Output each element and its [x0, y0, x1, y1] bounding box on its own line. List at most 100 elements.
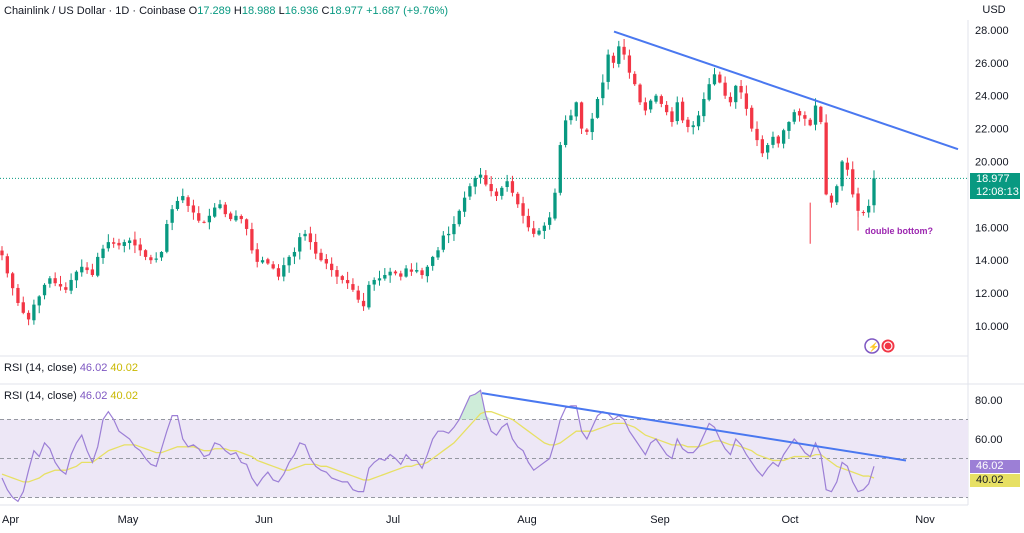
- candle-body: [516, 193, 520, 205]
- candle-body: [521, 203, 525, 216]
- candle-body: [771, 136, 775, 145]
- time-tick-label: Sep: [650, 514, 670, 526]
- candle-body: [649, 100, 653, 110]
- candle-body: [186, 197, 190, 206]
- candle-body: [213, 207, 217, 217]
- candle-body: [766, 145, 770, 153]
- candle-body: [675, 102, 679, 122]
- candle-body: [32, 304, 36, 321]
- candle-body: [420, 270, 424, 276]
- candle-body: [452, 224, 456, 235]
- candle-body: [409, 269, 414, 272]
- candle-body: [558, 145, 562, 193]
- candle-body: [345, 280, 350, 284]
- candle-body: [856, 193, 860, 211]
- candle-body: [415, 270, 419, 272]
- candle-body: [377, 278, 382, 281]
- candle-body: [494, 191, 499, 197]
- candle-body: [739, 86, 743, 93]
- candle-body: [58, 284, 63, 287]
- candle-body: [266, 259, 270, 264]
- double-bottom-annotation[interactable]: double bottom?: [865, 226, 933, 236]
- candle-body: [303, 233, 307, 237]
- candle-body: [191, 205, 196, 213]
- close-value: 18.977: [329, 5, 364, 17]
- time-tick-label: Oct: [781, 514, 798, 526]
- candle-body: [314, 241, 318, 254]
- event-icons[interactable]: ⚡: [864, 338, 896, 354]
- candle-body: [835, 186, 839, 203]
- candle-body: [680, 101, 685, 121]
- candle-body: [734, 85, 738, 103]
- candle-body: [819, 106, 823, 123]
- candle-body: [48, 278, 52, 284]
- candle-body: [170, 209, 174, 223]
- candle-body: [175, 200, 180, 209]
- chart-header: Chainlink / US Dollar · 1D · Coinbase O1…: [4, 5, 448, 17]
- candle-body: [473, 177, 477, 187]
- price-tick-label: 24.000: [975, 91, 1009, 103]
- candle-body: [595, 98, 600, 118]
- rsi-trendline[interactable]: [481, 392, 907, 462]
- candle-body: [627, 55, 632, 73]
- candle-body: [792, 112, 796, 122]
- candle-body: [159, 251, 164, 258]
- candle-body: [181, 196, 185, 201]
- candle-body: [138, 244, 142, 251]
- candle-body: [96, 256, 100, 276]
- currency-label[interactable]: USD: [982, 4, 1006, 16]
- candle-body: [234, 215, 238, 221]
- candle-body: [361, 300, 366, 307]
- lightning-icon[interactable]: [864, 338, 880, 354]
- price-tick-label: 10.000: [975, 321, 1009, 333]
- low-label: L: [278, 5, 285, 17]
- candle-body: [808, 119, 812, 126]
- time-tick-label: Jun: [255, 514, 273, 526]
- last-price-value: 18.977: [976, 173, 1010, 185]
- candle-body: [42, 284, 47, 296]
- rsi-line: [1, 389, 875, 503]
- candle-body: [633, 73, 637, 85]
- close-label: C: [321, 5, 330, 17]
- candle-body: [425, 266, 430, 277]
- candle-body: [250, 229, 254, 251]
- candle-body: [441, 235, 445, 250]
- us-flag-icon[interactable]: [880, 338, 896, 354]
- candle-body: [712, 74, 717, 85]
- candle-body: [143, 250, 148, 257]
- candle-body: [803, 115, 807, 119]
- low-value: 16.936: [284, 5, 319, 17]
- candle-body: [80, 266, 84, 273]
- candle-body: [298, 237, 302, 252]
- rsi-ma-value: 40.02: [110, 390, 138, 402]
- candle-body: [500, 187, 504, 196]
- candle-body: [468, 186, 472, 197]
- price-trendline[interactable]: [613, 30, 959, 151]
- candle-body: [845, 162, 850, 170]
- candle-body: [260, 260, 265, 263]
- candle-body: [383, 275, 387, 279]
- candle-body: [606, 54, 610, 82]
- us-flag-stripes: [883, 341, 893, 351]
- rsi-title-collapsed[interactable]: RSI (14, close) 46.02 40.02: [4, 362, 138, 374]
- candle-body: [117, 242, 121, 246]
- candle-body: [154, 258, 158, 260]
- time-tick-label: May: [118, 514, 139, 526]
- candle-body: [787, 122, 791, 131]
- candle-body: [776, 136, 780, 144]
- rsi-title-text: RSI (14, close): [4, 390, 77, 402]
- candle-body: [654, 95, 658, 102]
- candle-body: [399, 273, 403, 277]
- candle-body: [101, 248, 105, 259]
- candle-body: [537, 230, 541, 235]
- candle-body: [0, 250, 4, 256]
- rsi-tick-label: 60.00: [975, 434, 1003, 446]
- rsi-title[interactable]: RSI (14, close) 46.02 40.02: [4, 390, 138, 402]
- price-tick-label: 20.000: [975, 157, 1009, 169]
- candle-body: [324, 259, 328, 264]
- candle-body: [590, 118, 594, 133]
- candle-body: [702, 98, 706, 117]
- candle-body: [21, 302, 25, 313]
- candle-body: [90, 269, 95, 276]
